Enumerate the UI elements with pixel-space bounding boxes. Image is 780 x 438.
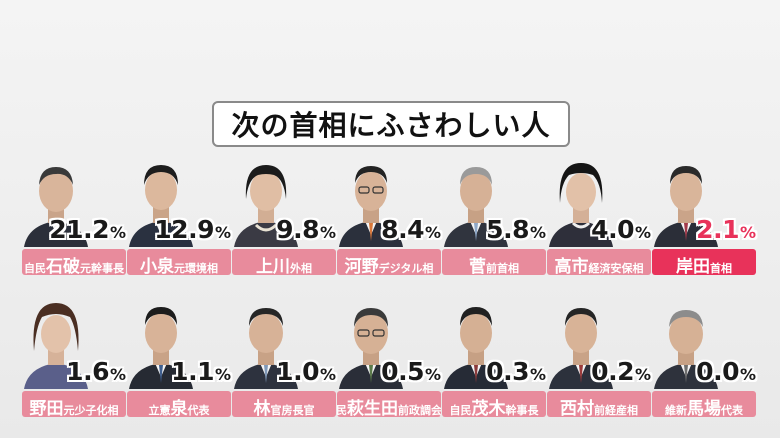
candidate-card-kamikawa: 9.8% 上川 外相	[232, 155, 336, 279]
portrait-nishimura	[549, 308, 613, 389]
candidate-label: 小泉 元環境相	[127, 249, 231, 275]
percentage-value-highlight: 2.1%	[696, 215, 756, 244]
percentage-value: 1.6%	[66, 357, 126, 386]
candidate-card-takaichi: 4.0% 高市 経済安保相	[547, 155, 651, 279]
candidate-label: 自民萩生田前政調会長	[337, 391, 441, 417]
portrait-hayashi	[234, 308, 298, 389]
candidate-label: 立憲泉代表	[127, 391, 231, 417]
candidate-card-motegi: 0.3% 自民 茂木 幹事長	[442, 297, 546, 421]
percentage-value: 5.8%	[486, 215, 546, 244]
percentage-value: 1.0%	[276, 357, 336, 386]
candidate-label: 自民 石破 元幹事長	[22, 249, 126, 275]
candidate-card-hayashi: 1.0% 林官房長官	[232, 297, 336, 421]
portrait-takaichi	[549, 163, 613, 247]
candidate-card-ishiba: 21.2% 自民 石破 元幹事長	[22, 155, 126, 279]
portrait-kishida	[654, 166, 718, 247]
page-title: 次の首相にふさわしい人	[212, 101, 570, 147]
candidate-card-noda: 1.6% 野田 元少子化相	[22, 297, 126, 421]
portrait-noda	[24, 303, 88, 389]
portrait-ishiba	[24, 167, 88, 247]
candidate-label: 野田 元少子化相	[22, 391, 126, 417]
candidate-label: 河野 デジタル相	[337, 249, 441, 275]
candidate-card-kishida: 2.1% 岸田 首相	[652, 155, 756, 279]
percentage-value: 9.8%	[276, 215, 336, 244]
candidate-label-highlight: 岸田 首相	[652, 249, 756, 275]
portrait-hagiuda	[339, 308, 403, 389]
candidate-label: 西村 前経産相	[547, 391, 651, 417]
portrait-baba	[654, 310, 718, 389]
percentage-value: 8.4%	[381, 215, 441, 244]
candidate-label: 林官房長官	[232, 391, 336, 417]
portrait-kono	[339, 166, 403, 247]
candidate-label: 高市 経済安保相	[547, 249, 651, 275]
candidate-label: 上川 外相	[232, 249, 336, 275]
portrait-motegi	[444, 307, 508, 389]
percentage-value: 1.1%	[171, 357, 231, 386]
candidate-label: 自民 茂木 幹事長	[442, 391, 546, 417]
candidate-card-kono: 8.4% 河野 デジタル相	[337, 155, 441, 279]
candidate-card-izumi: 1.1% 立憲泉代表	[127, 297, 231, 421]
candidate-card-baba: 0.0% 維新 馬場 代表	[652, 297, 756, 421]
candidate-card-hagiuda: 0.5% 自民萩生田前政調会長	[337, 297, 441, 421]
percentage-value: 0.3%	[486, 357, 546, 386]
portrait-koizumi	[129, 165, 193, 247]
portrait-izumi	[129, 307, 193, 389]
candidate-label: 菅前首相	[442, 249, 546, 275]
percentage-value: 4.0%	[591, 215, 651, 244]
percentage-value: 0.0%	[696, 357, 756, 386]
portrait-kamikawa	[234, 165, 298, 247]
candidate-card-suga: 5.8% 菅前首相	[442, 155, 546, 279]
percentage-value: 0.2%	[591, 357, 651, 386]
portrait-suga	[444, 167, 508, 247]
candidate-label: 維新 馬場 代表	[652, 391, 756, 417]
percentage-value: 21.2%	[49, 215, 126, 244]
candidate-card-nishimura: 0.2% 西村 前経産相	[547, 297, 651, 421]
percentage-value: 0.5%	[381, 357, 441, 386]
candidate-card-koizumi: 12.9% 小泉 元環境相	[127, 155, 231, 279]
percentage-value: 12.9%	[154, 215, 231, 244]
